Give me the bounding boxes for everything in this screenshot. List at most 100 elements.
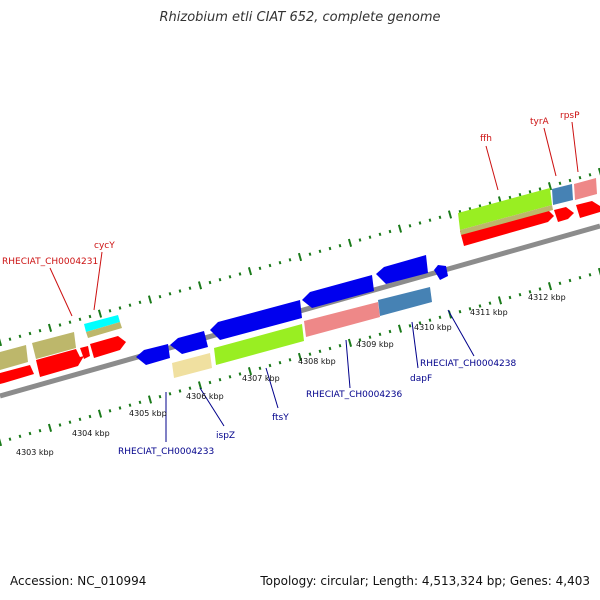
major-tick (247, 367, 253, 376)
minor-tick (288, 258, 292, 262)
gene-arrow-reverse[interactable] (136, 344, 170, 365)
leader-line (571, 121, 579, 173)
gene-label-rheciat-ch0004231[interactable]: RHECIAT_CH0004231 (2, 257, 98, 267)
minor-tick (8, 337, 12, 341)
major-tick (547, 282, 553, 291)
gene-label-rheciat-ch0004236[interactable]: RHECIAT_CH0004236 (306, 390, 403, 400)
minor-tick (258, 366, 262, 371)
minor-tick (488, 301, 492, 305)
major-tick (0, 438, 3, 447)
minor-tick (568, 278, 572, 283)
minor-tick (518, 292, 522, 297)
minor-tick (58, 323, 62, 327)
reverse-cog-bars (172, 287, 432, 378)
gene-arrow-reverse[interactable] (376, 255, 428, 284)
scale-label: 4309 kbp (356, 340, 394, 349)
gene-arrow-reverse[interactable] (434, 265, 448, 280)
cog-bar-pink (304, 302, 380, 337)
minor-tick (538, 287, 542, 291)
minor-tick (338, 243, 342, 248)
major-tick (397, 324, 403, 333)
minor-tick (568, 178, 572, 183)
gene-arrow-forward[interactable] (0, 365, 34, 384)
gene-label-cycy[interactable]: cycY (94, 241, 115, 251)
cog-bar-steelblue (378, 287, 432, 316)
forward-gene-labels: RHECIAT_CH0004231 cycY ffh tyrA rpsP (2, 111, 580, 267)
cog-bar-khaki (86, 322, 122, 338)
minor-tick (68, 420, 72, 424)
cog-bar-khaki (0, 345, 28, 370)
major-tick (497, 296, 503, 305)
minor-tick (28, 331, 32, 336)
major-tick (97, 309, 103, 318)
minor-tick (128, 303, 132, 307)
gene-arrow-forward[interactable] (90, 336, 126, 358)
gene-label-rpsp[interactable]: rpsP (560, 111, 580, 121)
lower-tick-track (0, 267, 600, 447)
gene-label-ffh[interactable]: ffh (480, 134, 492, 144)
leader-line (345, 339, 351, 389)
cog-bar-wheat (172, 353, 212, 378)
forward-genes (0, 201, 600, 384)
minor-tick (528, 190, 532, 194)
minor-tick (108, 309, 112, 313)
minor-tick (118, 306, 122, 310)
minor-tick (28, 431, 32, 436)
minor-tick (538, 187, 542, 191)
gene-label-dapf[interactable]: dapF (410, 374, 432, 384)
map-title: Rhizobium etli CIAT 652, complete genome (159, 10, 441, 25)
major-tick (247, 267, 253, 276)
minor-tick (418, 321, 422, 325)
minor-tick (508, 295, 512, 300)
gene-arrow-reverse[interactable] (170, 331, 208, 354)
gene-arrow-reverse[interactable] (210, 300, 302, 340)
minor-tick (18, 334, 22, 339)
minor-tick (78, 317, 82, 322)
minor-tick (88, 414, 92, 419)
gene-arrow-forward[interactable] (460, 208, 554, 246)
minor-tick (238, 272, 242, 276)
gene-label-ispz[interactable]: ispZ (216, 431, 235, 441)
minor-tick (428, 318, 432, 322)
gene-label-tyra[interactable]: tyrA (530, 117, 550, 127)
leader-line (485, 145, 499, 191)
topology-summary: Topology: circular; Length: 4,513,324 bp… (260, 574, 590, 588)
minor-tick (268, 263, 272, 268)
scale-label: 4308 kbp (298, 357, 336, 366)
major-tick (297, 252, 303, 262)
minor-tick (58, 423, 62, 427)
minor-tick (408, 324, 412, 328)
major-tick (197, 281, 203, 290)
forward-cog-bars (0, 178, 597, 370)
gene-label-rheciat-ch0004233[interactable]: RHECIAT_CH0004233 (118, 447, 214, 457)
minor-tick (588, 173, 592, 177)
upper-tick-track (0, 167, 600, 347)
minor-tick (408, 224, 412, 228)
minor-tick (438, 215, 442, 220)
major-tick (197, 381, 203, 390)
gene-arrow-forward[interactable] (554, 207, 574, 222)
leader-line (411, 321, 419, 369)
minor-tick (268, 363, 272, 368)
major-tick (97, 409, 103, 418)
accession-text: Accession: NC_010994 (10, 574, 147, 588)
minor-tick (288, 358, 292, 362)
leader-line (265, 367, 279, 409)
reverse-gene-labels: RHECIAT_CH0004233 ispZ ftsY RHECIAT_CH00… (118, 359, 517, 457)
minor-tick (258, 266, 262, 271)
gene-arrow-forward[interactable] (36, 349, 84, 377)
minor-tick (218, 377, 222, 382)
gene-arrow-reverse[interactable] (302, 275, 374, 308)
major-tick (147, 395, 153, 404)
minor-tick (468, 307, 472, 311)
minor-tick (488, 201, 492, 205)
gene-arrow-forward[interactable] (576, 201, 600, 218)
gene-label-rheciat-ch0004238[interactable]: RHECIAT_CH0004238 (420, 359, 517, 369)
scale-label: 4307 kbp (242, 374, 280, 383)
gene-label-ftsy[interactable]: ftsY (272, 413, 289, 423)
gene-arrow-forward[interactable] (80, 346, 90, 359)
major-tick (47, 423, 53, 432)
cog-bar-green (458, 188, 552, 230)
scale-label: 4304 kbp (72, 429, 110, 438)
